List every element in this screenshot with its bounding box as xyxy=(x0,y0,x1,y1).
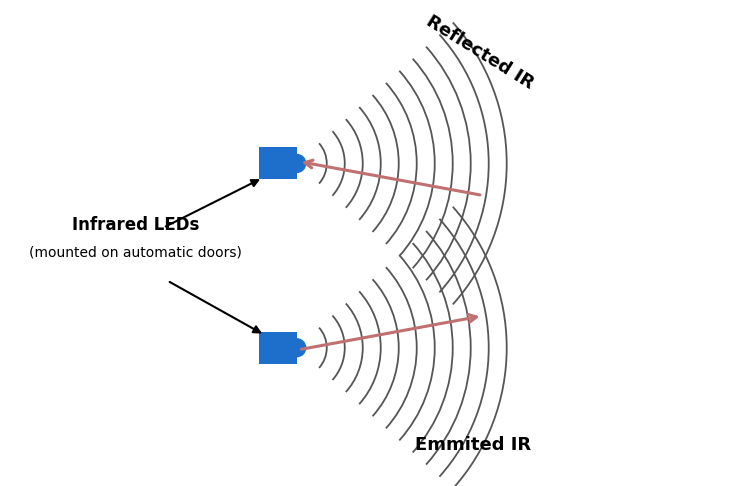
Text: Emmited IR: Emmited IR xyxy=(415,436,531,454)
FancyBboxPatch shape xyxy=(259,332,297,364)
Circle shape xyxy=(288,155,305,173)
Text: (mounted on automatic doors): (mounted on automatic doors) xyxy=(29,245,242,260)
Text: Reflected IR: Reflected IR xyxy=(423,12,538,92)
Text: Infrared LEDs: Infrared LEDs xyxy=(72,216,199,234)
FancyBboxPatch shape xyxy=(259,147,297,179)
Circle shape xyxy=(288,339,305,357)
